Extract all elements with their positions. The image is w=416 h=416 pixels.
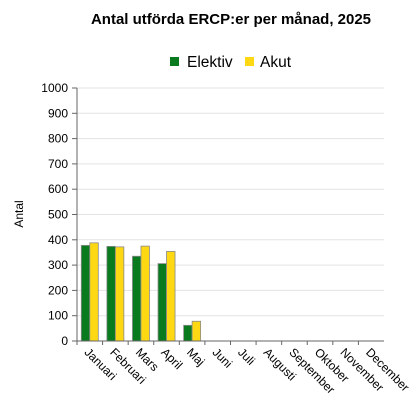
y-tick-label: 200	[48, 283, 68, 297]
chart-title: Antal utförda ERCP:er per månad, 2025	[91, 11, 371, 28]
y-tick-label: 300	[48, 258, 68, 272]
legend-swatch-elektiv	[170, 57, 179, 66]
bars	[80, 242, 381, 342]
y-axis-label: Antal	[12, 200, 26, 227]
y-tick-label: 400	[48, 233, 68, 247]
x-tick-label-juni: Juni	[210, 345, 235, 370]
legend-item-akut[interactable]: Akut	[245, 54, 292, 71]
y-tick-label: 600	[48, 182, 68, 196]
bar-elektiv-februari[interactable]	[106, 245, 116, 342]
y-tick-label: 500	[48, 208, 68, 222]
bar-akut-april[interactable]	[166, 251, 176, 342]
bar-akut-mars[interactable]	[140, 245, 150, 342]
y-tick-label: 1000	[41, 81, 68, 95]
legend: Elektiv Akut	[170, 54, 292, 71]
x-tick-label-maj: Maj	[184, 345, 208, 369]
bar-elektiv-januari[interactable]	[80, 244, 91, 342]
bar-elektiv-april[interactable]	[157, 263, 167, 342]
x-tick-label-april: April	[158, 345, 185, 372]
y-tick-label: 700	[48, 157, 68, 171]
bar-elektiv-mars[interactable]	[132, 255, 142, 342]
y-tick-label: 900	[48, 106, 68, 120]
legend-item-elektiv[interactable]: Elektiv	[170, 54, 233, 71]
y-tick-label: 0	[61, 334, 68, 348]
legend-swatch-akut	[245, 57, 254, 66]
y-axis: 0 100 200 300 400 500 600 700 800 900 1000	[41, 81, 77, 348]
bar-elektiv-maj[interactable]	[183, 324, 193, 342]
x-tick-label-juli: Juli	[235, 345, 258, 368]
legend-label-elektiv: Elektiv	[187, 54, 233, 71]
legend-label-akut: Akut	[260, 54, 292, 71]
y-tick-label: 100	[48, 309, 68, 323]
grid	[77, 87, 384, 317]
y-tick-label: 800	[48, 132, 68, 146]
bar-akut-februari[interactable]	[114, 246, 125, 342]
bar-akut-maj[interactable]	[191, 320, 202, 342]
bar-akut-januari[interactable]	[89, 242, 99, 342]
